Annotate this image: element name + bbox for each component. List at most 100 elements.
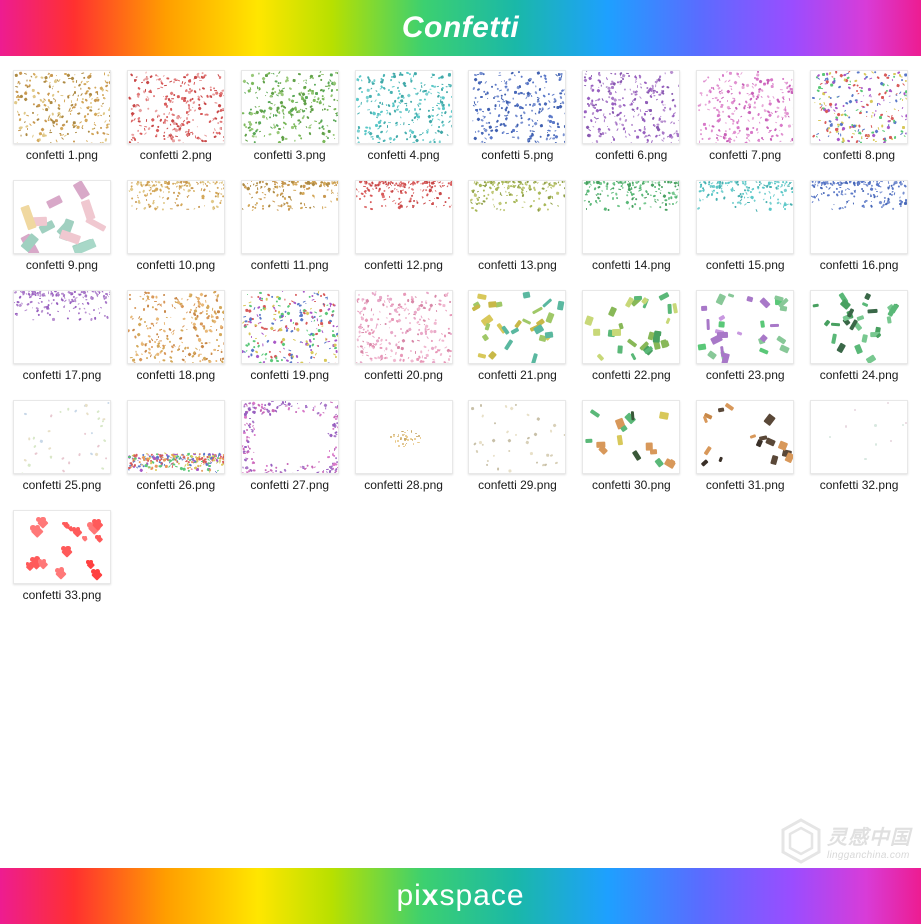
file-label: confetti 15.png xyxy=(706,258,785,272)
file-thumbnail xyxy=(13,510,111,584)
file-item[interactable]: confetti 33.png xyxy=(12,510,112,602)
file-item[interactable]: confetti 29.png xyxy=(468,400,568,492)
file-thumbnail xyxy=(241,180,339,254)
file-thumbnail xyxy=(127,290,225,364)
file-item[interactable]: confetti 24.png xyxy=(809,290,909,382)
file-label: confetti 5.png xyxy=(481,148,553,162)
file-item[interactable]: confetti 21.png xyxy=(468,290,568,382)
file-item[interactable]: confetti 32.png xyxy=(809,400,909,492)
file-thumbnail xyxy=(355,400,453,474)
file-label: confetti 18.png xyxy=(136,368,215,382)
file-thumbnail xyxy=(468,180,566,254)
file-item[interactable]: confetti 10.png xyxy=(126,180,226,272)
file-item[interactable]: confetti 26.png xyxy=(126,400,226,492)
file-item[interactable]: confetti 15.png xyxy=(695,180,795,272)
file-item[interactable]: confetti 13.png xyxy=(468,180,568,272)
file-item[interactable]: confetti 27.png xyxy=(240,400,340,492)
file-label: confetti 8.png xyxy=(823,148,895,162)
file-thumbnail xyxy=(696,400,794,474)
file-label: confetti 27.png xyxy=(250,478,329,492)
file-thumbnail xyxy=(696,290,794,364)
file-label: confetti 31.png xyxy=(706,478,785,492)
file-item[interactable]: confetti 3.png xyxy=(240,70,340,162)
file-thumbnail xyxy=(127,70,225,144)
file-item[interactable]: confetti 31.png xyxy=(695,400,795,492)
file-thumbnail xyxy=(13,70,111,144)
file-thumbnail xyxy=(468,290,566,364)
file-item[interactable]: confetti 14.png xyxy=(581,180,681,272)
file-label: confetti 33.png xyxy=(23,588,102,602)
file-thumbnail xyxy=(810,70,908,144)
file-thumbnail xyxy=(582,70,680,144)
file-label: confetti 4.png xyxy=(368,148,440,162)
file-item[interactable]: confetti 6.png xyxy=(581,70,681,162)
file-item[interactable]: confetti 11.png xyxy=(240,180,340,272)
file-label: confetti 1.png xyxy=(26,148,98,162)
file-item[interactable]: confetti 12.png xyxy=(354,180,454,272)
file-item[interactable]: confetti 4.png xyxy=(354,70,454,162)
file-thumbnail xyxy=(13,400,111,474)
file-label: confetti 9.png xyxy=(26,258,98,272)
file-label: confetti 30.png xyxy=(592,478,671,492)
file-item[interactable]: confetti 1.png xyxy=(12,70,112,162)
file-item[interactable]: confetti 25.png xyxy=(12,400,112,492)
watermark: 灵感中国 lingganchina.com xyxy=(781,818,911,864)
file-label: confetti 16.png xyxy=(820,258,899,272)
file-label: confetti 3.png xyxy=(254,148,326,162)
file-thumbnail xyxy=(241,70,339,144)
file-thumbnail xyxy=(241,290,339,364)
file-thumbnail xyxy=(582,180,680,254)
file-label: confetti 21.png xyxy=(478,368,557,382)
file-label: confetti 20.png xyxy=(364,368,443,382)
file-thumbnail xyxy=(13,180,111,254)
file-item[interactable]: confetti 17.png xyxy=(12,290,112,382)
file-item[interactable]: confetti 8.png xyxy=(809,70,909,162)
page-title: Confetti xyxy=(402,11,519,45)
file-thumbnail xyxy=(241,400,339,474)
file-thumbnail xyxy=(468,70,566,144)
file-label: confetti 10.png xyxy=(136,258,215,272)
file-item[interactable]: confetti 30.png xyxy=(581,400,681,492)
file-item[interactable]: confetti 2.png xyxy=(126,70,226,162)
file-thumbnail xyxy=(696,70,794,144)
file-label: confetti 23.png xyxy=(706,368,785,382)
file-thumbnail xyxy=(810,180,908,254)
file-thumbnail xyxy=(355,70,453,144)
file-label: confetti 11.png xyxy=(251,258,329,272)
file-label: confetti 24.png xyxy=(820,368,899,382)
file-label: confetti 25.png xyxy=(23,478,102,492)
file-thumbnail xyxy=(355,290,453,364)
file-item[interactable]: confetti 16.png xyxy=(809,180,909,272)
file-label: confetti 26.png xyxy=(136,478,215,492)
file-thumbnail xyxy=(810,400,908,474)
file-thumbnail xyxy=(355,180,453,254)
file-thumbnail xyxy=(127,400,225,474)
file-item[interactable]: confetti 28.png xyxy=(354,400,454,492)
file-thumbnail xyxy=(13,290,111,364)
watermark-text: 灵感中国 lingganchina.com xyxy=(827,821,911,861)
file-thumbnail xyxy=(696,180,794,254)
file-item[interactable]: confetti 20.png xyxy=(354,290,454,382)
file-label: confetti 22.png xyxy=(592,368,671,382)
file-label: confetti 13.png xyxy=(478,258,557,272)
file-label: confetti 2.png xyxy=(140,148,212,162)
file-label: confetti 7.png xyxy=(709,148,781,162)
file-thumbnail xyxy=(582,290,680,364)
file-item[interactable]: confetti 23.png xyxy=(695,290,795,382)
footer-brand: pixspace xyxy=(396,879,524,913)
file-item[interactable]: confetti 22.png xyxy=(581,290,681,382)
file-item[interactable]: confetti 9.png xyxy=(12,180,112,272)
file-label: confetti 12.png xyxy=(364,258,443,272)
file-label: confetti 6.png xyxy=(595,148,667,162)
file-thumbnail xyxy=(582,400,680,474)
file-item[interactable]: confetti 18.png xyxy=(126,290,226,382)
file-item[interactable]: confetti 5.png xyxy=(468,70,568,162)
file-item[interactable]: confetti 19.png xyxy=(240,290,340,382)
file-grid: confetti 1.png confetti 2.png confetti 3.p… xyxy=(0,56,921,602)
file-item[interactable]: confetti 7.png xyxy=(695,70,795,162)
file-label: confetti 14.png xyxy=(592,258,671,272)
file-label: confetti 32.png xyxy=(820,478,899,492)
header-rainbow-bar: Confetti xyxy=(0,0,921,56)
file-label: confetti 28.png xyxy=(364,478,443,492)
file-label: confetti 19.png xyxy=(250,368,329,382)
